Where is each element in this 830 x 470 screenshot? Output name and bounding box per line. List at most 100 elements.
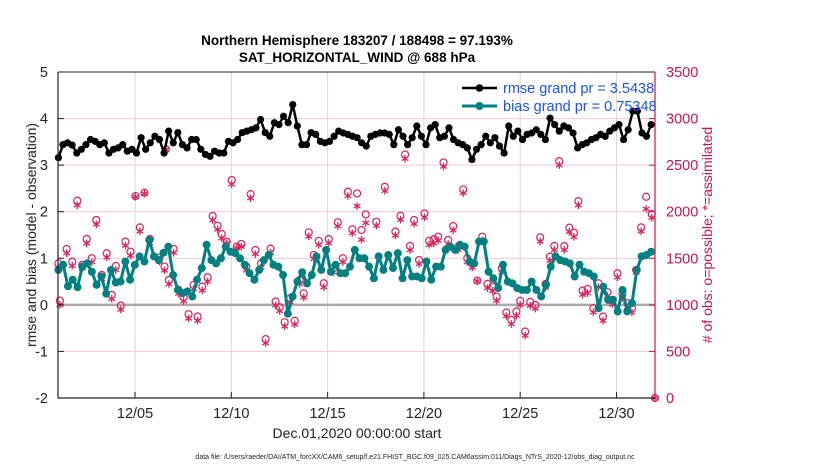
rmse-point (408, 134, 416, 142)
asterisk-stroke (420, 214, 429, 220)
bias-point (360, 254, 369, 263)
bias-point (345, 262, 354, 271)
bias-point (570, 272, 579, 281)
asterisk-stroke (131, 194, 140, 200)
obs-assimilated-marker (198, 286, 206, 295)
bias-point (494, 284, 503, 293)
rmse-point (132, 149, 141, 157)
asterisk-stroke (589, 309, 598, 315)
bias-point (451, 245, 460, 254)
rmse-point (619, 135, 628, 144)
y-tick-label: 3 (40, 158, 48, 174)
obs-assimilated-marker (406, 246, 414, 254)
obs-assimilated-marker (204, 277, 212, 286)
bias-point (130, 260, 139, 269)
obs-assimilated-marker (415, 260, 423, 268)
obs-assimilated-marker (209, 216, 217, 224)
x-tick-label: 12/05 (117, 406, 153, 422)
bias-point (613, 307, 622, 316)
bias-point (240, 260, 249, 269)
asterisk-stroke (381, 188, 389, 194)
asterisk-stroke (251, 251, 260, 257)
rmse-point (206, 152, 214, 160)
rmse-point (146, 139, 154, 147)
bias-point (63, 282, 72, 291)
bias-point (92, 280, 101, 289)
bias-point (479, 237, 488, 246)
asterisk-stroke (160, 267, 169, 273)
asterisk-stroke (550, 247, 558, 253)
rmse-point (486, 139, 494, 147)
bias-point (221, 242, 230, 251)
rmse-point (445, 124, 453, 132)
data-file-footer: data file: /Users/raeder/DAI/ATM_forcXX/… (195, 454, 635, 461)
bias-point (83, 259, 92, 268)
asterisk-stroke (348, 230, 356, 236)
asterisk-stroke (315, 242, 323, 248)
bias-point (628, 298, 637, 307)
obs-assimilated-marker (92, 220, 100, 229)
rmse-point (541, 135, 550, 144)
rmse-point (417, 132, 425, 140)
rmse-point (495, 142, 504, 150)
bias-point (623, 307, 632, 316)
obs-assimilated-marker (473, 277, 481, 285)
obs-assimilated-marker (251, 250, 260, 258)
obs-assimilated-marker (300, 293, 308, 302)
asterisk-stroke (300, 294, 308, 300)
rmse-point (514, 127, 522, 135)
asterisk-stroke (526, 303, 534, 309)
rmse-point (551, 121, 559, 129)
legend-marker-bias (475, 102, 484, 110)
obs-assimilated-marker (493, 296, 501, 305)
rmse-point (509, 132, 517, 140)
bias-point (608, 295, 617, 304)
rmse-point (633, 107, 641, 115)
obs-assimilated-marker (425, 240, 433, 249)
y-tick-label: 0 (40, 298, 48, 314)
y2-tick-label: 2000 (666, 205, 698, 221)
asterisk-stroke (516, 302, 524, 308)
rmse-point (532, 126, 540, 134)
asterisk-stroke (536, 239, 544, 244)
obs-assimilated-marker (169, 248, 178, 257)
rmse-point (100, 139, 108, 147)
obs-assimilated-marker (218, 234, 226, 243)
obs-assimilated-marker (449, 226, 457, 235)
asterisk-stroke (396, 217, 405, 223)
rmse-point (192, 135, 200, 144)
y-tick-label: -2 (35, 391, 48, 407)
obs-assimilated-marker (214, 225, 222, 234)
obs-assimilated-marker (507, 320, 515, 328)
obs-assimilated-marker (136, 227, 144, 236)
obs-assimilated-marker (353, 202, 361, 210)
bias-point (193, 275, 202, 284)
bias-point (135, 252, 144, 261)
asterisk-stroke (406, 247, 414, 253)
obs-assimilated-marker (574, 201, 582, 209)
asterisk-stroke (117, 307, 125, 312)
bias-point (403, 256, 412, 265)
rmse-point (220, 149, 228, 157)
rmse-point (197, 145, 205, 153)
rmse-point (440, 132, 448, 140)
bias-point (283, 309, 292, 318)
rmse-point (362, 142, 370, 150)
obs-assimilated-marker (565, 227, 573, 236)
rmse-point (142, 145, 150, 153)
bias-point (293, 277, 302, 286)
y2-axis-label: # of obs: o=possible; *=assimilated (699, 127, 715, 343)
rmse-point (413, 122, 421, 130)
axes: 12/05 12/10 12/15 12/20 12/25 12/30 -2 -1 0 1 2 3 4 5… (35, 65, 698, 422)
obs-assimilated-marker (613, 273, 622, 282)
rmse-point (431, 121, 439, 129)
obs-possible-marker (352, 189, 362, 198)
bias-point (331, 260, 340, 269)
bias-point (647, 247, 656, 256)
rmse-point (472, 145, 481, 153)
obs-assimilated-marker (184, 314, 193, 323)
asterisk-stroke (281, 323, 289, 329)
bias-point (169, 271, 178, 280)
asterisk-stroke (434, 238, 442, 244)
bias-point (102, 289, 111, 298)
